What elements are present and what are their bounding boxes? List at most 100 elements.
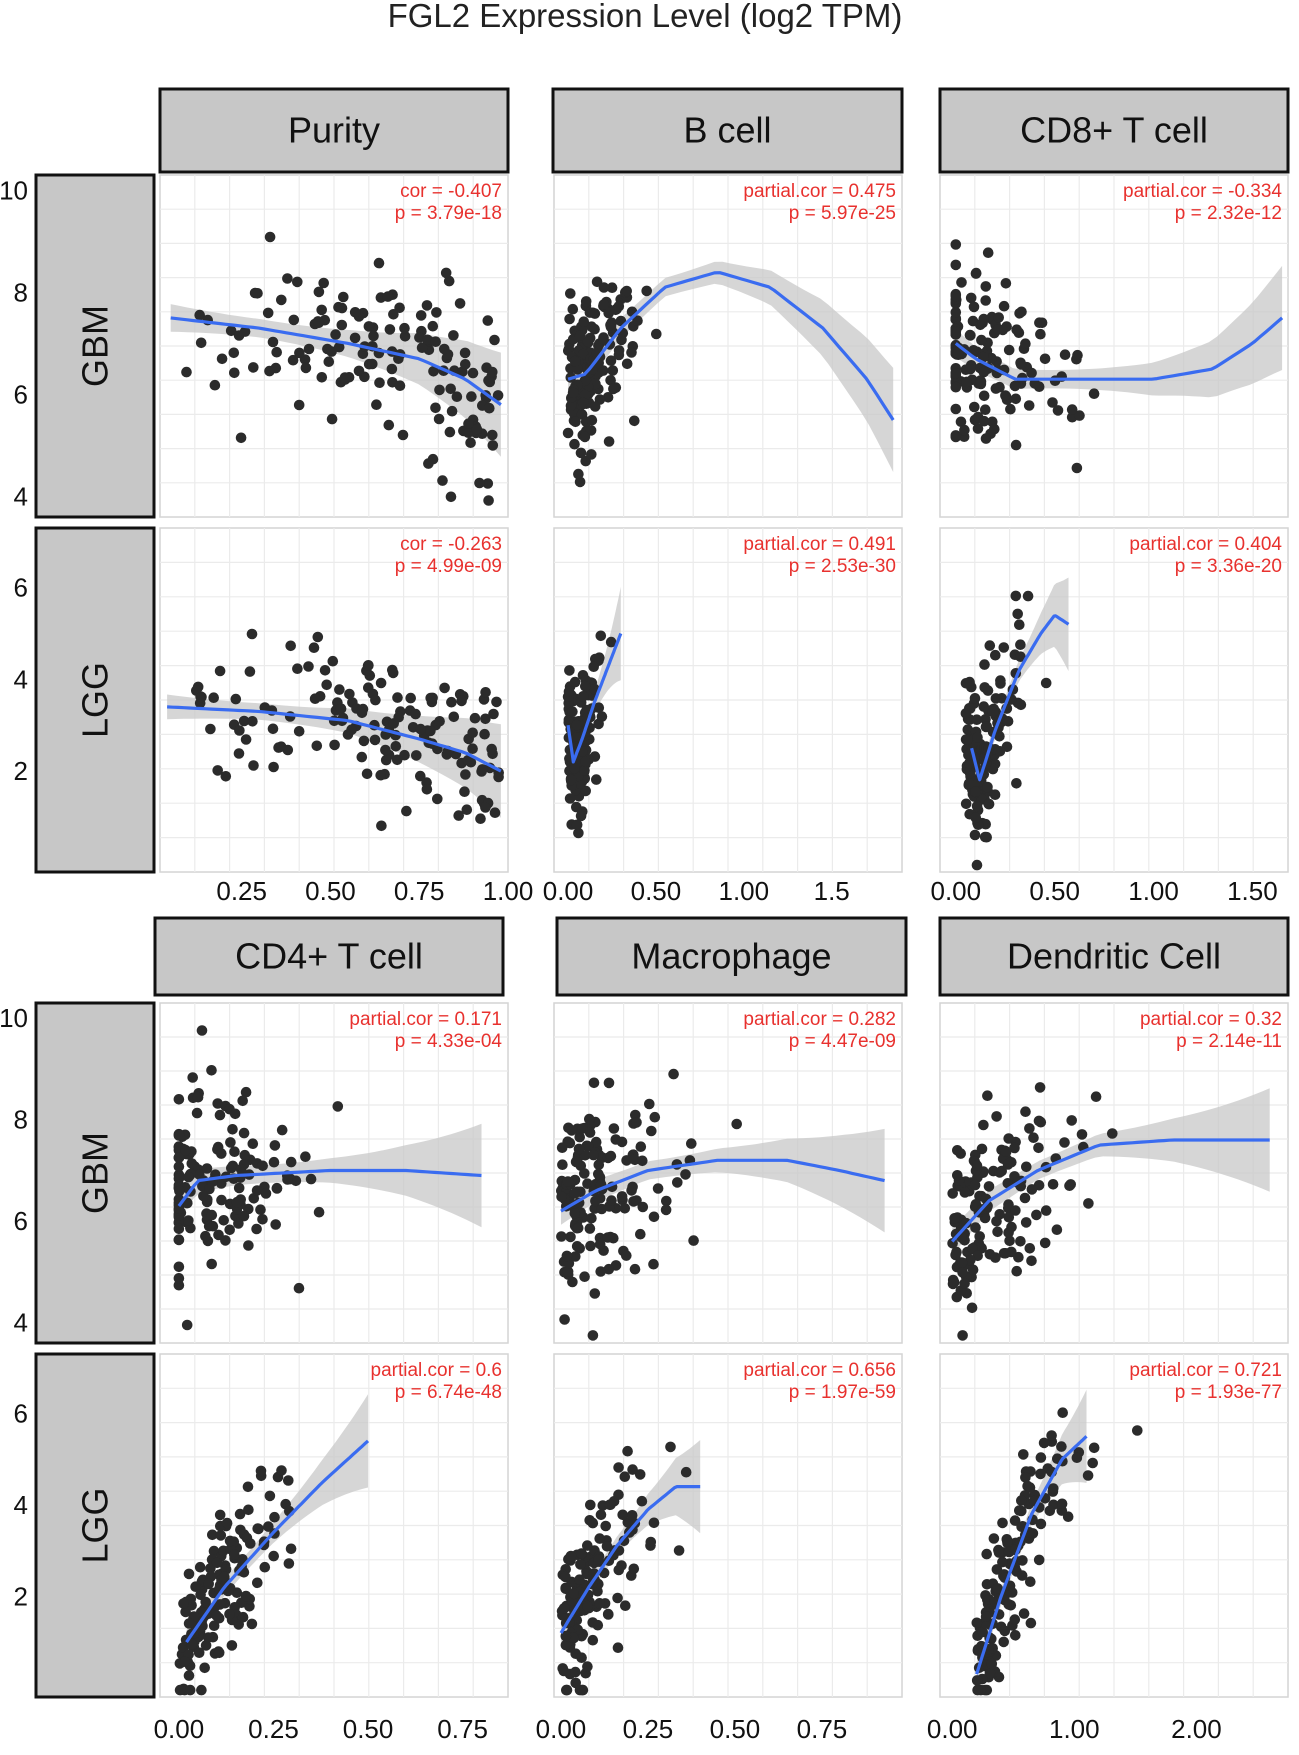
scatter-point [173,1273,185,1284]
scatter-point [969,829,981,841]
scatter-point [980,433,992,444]
scatter-point [590,1195,601,1207]
scatter-point [1011,1265,1022,1277]
scatter-point [981,1548,992,1560]
scatter-point [430,402,441,414]
scatter-point [992,324,1004,335]
scatter-point [482,315,494,326]
strip-label: Purity [288,110,380,151]
x-tick-label: 0.50 [343,1714,394,1744]
scatter-point [336,302,348,314]
scatter-point [1020,1217,1032,1228]
scatter-point [300,362,312,374]
scatter-point [595,1266,606,1277]
scatter-point [652,1183,664,1194]
scatter-point [613,301,625,312]
confidence-band [178,1123,482,1228]
scatter-point [1000,278,1012,289]
row-strip-lgg [34,526,156,874]
p-value-label: p = 6.74e-48 [395,1382,502,1403]
scatter-point [594,1533,605,1544]
scatter-point [603,1263,615,1275]
scatter-point [607,365,619,376]
p-value-label: p = 4.33e-04 [395,1031,503,1052]
scatter-point [421,784,433,795]
scatter-point [565,774,577,786]
correlation-label: partial.cor = 0.491 [743,534,896,555]
scatter-point [649,1111,661,1123]
scatter-point [603,1077,615,1089]
scatter-point [1016,1570,1028,1581]
scatter-point [978,313,989,325]
x-tick-label: 1.00 [483,876,534,906]
scatter-point [1088,1442,1100,1454]
scatter-point [621,285,632,297]
scatter-point [1071,1452,1083,1463]
strip-label: Macrophage [631,936,831,977]
scatter-point [986,1658,998,1670]
scatter-point [282,273,293,284]
scatter-point [173,1223,185,1235]
scatter-point [588,661,599,672]
scatter-point [196,691,207,703]
scatter-point [947,1188,958,1199]
scatter-point [573,827,584,839]
scatter-point [556,1231,567,1242]
scatter-point [370,694,381,706]
scatter-point [174,1185,185,1197]
scatter-point [349,332,361,344]
scatter-point [270,1219,282,1230]
scatter-point [1074,410,1085,421]
scatter-point [589,1288,601,1299]
scatter-point [589,323,600,335]
scatter-point [249,287,261,299]
scatter-point [224,1535,236,1547]
scatter-point [173,1161,185,1172]
scatter-point [1033,1554,1045,1566]
scatter-point [577,1684,589,1696]
scatter-point [571,1241,583,1252]
scatter-point [564,1137,576,1149]
scatter-point [269,1511,280,1523]
scatter-point [979,831,991,843]
scatter-point [1011,324,1022,336]
scatter-point [998,642,1010,653]
scatter-point [651,328,662,340]
x-tick-label: 0.25 [623,1714,674,1744]
scatter-point [994,731,1005,742]
scatter-point [332,1101,344,1112]
scatter-point [211,1557,223,1569]
scatter-point [252,1523,263,1534]
scatter-point [316,304,328,316]
row-strip-gbm [34,1001,156,1345]
scatter-point [195,1589,206,1601]
scatter-point [207,1220,219,1232]
y-tick-label: 4 [14,482,28,512]
scatter-point [573,1143,585,1155]
scatter-point [228,347,240,359]
scatter-point [636,1495,648,1507]
scatter-point [415,770,426,782]
scatter-point [971,859,983,871]
scatter-point [173,1234,185,1246]
scatter-point [956,277,967,288]
scatter-point [190,1581,201,1592]
scatter-point [386,363,398,375]
scatter-point [1028,1132,1039,1143]
scatter-point [570,1156,582,1168]
fit-line [975,1435,1088,1675]
scatter-points [950,239,1100,474]
scatter-point [627,1464,638,1475]
scatter-point [1034,1082,1046,1093]
scatter-point [1026,1255,1037,1267]
scatter-point [982,781,993,793]
scatter-point [608,1232,619,1244]
scatter-point [573,468,584,480]
scatter-point [264,1490,276,1502]
scatter-point [184,1684,196,1696]
scatter-point [1090,1091,1102,1102]
scatter-point [282,1174,293,1185]
scatter-point [214,1509,226,1521]
scatter-point [570,1666,581,1678]
scatter-point [562,1176,574,1187]
